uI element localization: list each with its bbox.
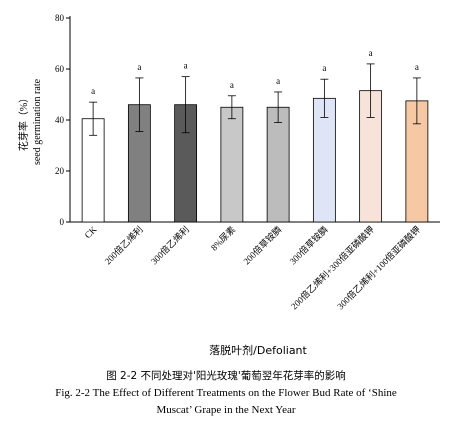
category-label: 200倍乙烯利+300倍亚磷酸钾 (288, 224, 376, 312)
category-labels: CK 200倍乙烯利 300倍乙烯利 8%尿素 200倍草铵膦 300倍草铵膦200倍乙烯… (83, 224, 423, 312)
significance-label: a (322, 63, 326, 73)
y-tick-label: 40 (55, 115, 65, 125)
y-tick-label: 80 (55, 13, 65, 23)
y-tick-label: 20 (55, 166, 65, 176)
bar-chart: 花芽率（%） seed germination rate 0 20 40 60 80 a… (17, 13, 440, 357)
x-axis-title: 落脱叶剂/Defoliant (209, 343, 307, 357)
y-axis-title: 花芽率（%） seed germination rate (17, 78, 43, 165)
bar (266, 106, 290, 223)
significance-label: a (230, 80, 234, 90)
y-tick-label: 60 (55, 64, 65, 74)
category-label: 200倍草铵膦 (241, 224, 284, 267)
caption-english-line1: Fig. 2-2 The Effect of Different Treatme… (55, 387, 397, 399)
category-label: 300倍草铵膦 (287, 224, 330, 267)
bar (220, 106, 244, 223)
significance-label: a (276, 76, 280, 86)
category-label: 200倍乙烯利 (102, 224, 145, 267)
category-label: 300倍乙烯利+100倍亚磷酸钾 (335, 224, 423, 312)
significance-label: a (184, 61, 188, 71)
y-axis-title-cn: 花芽率（%） (17, 93, 30, 151)
significance-label: a (415, 62, 419, 72)
caption-chinese: 图 2-2 不同处理对'阳光玫瑰'葡萄翌年花芽率的影响 (106, 370, 346, 382)
significance-label: a (137, 62, 141, 72)
category-label: CK (83, 224, 99, 240)
axes: 0 20 40 60 80 (55, 13, 440, 227)
bars: a a a a a a a a (81, 48, 429, 223)
figure-caption: 图 2-2 不同处理对'阳光玫瑰'葡萄翌年花芽率的影响 Fig. 2-2 The… (0, 368, 452, 419)
y-tick-label: 0 (60, 217, 65, 227)
category-label: 8%尿素 (208, 224, 237, 253)
caption-english-line2: Muscat’ Grape in the Next Year (156, 404, 296, 416)
significance-label: a (91, 86, 95, 96)
y-axis-title-en: seed germination rate (32, 78, 43, 165)
category-label: 300倍乙烯利 (148, 224, 191, 267)
significance-label: a (369, 48, 373, 58)
